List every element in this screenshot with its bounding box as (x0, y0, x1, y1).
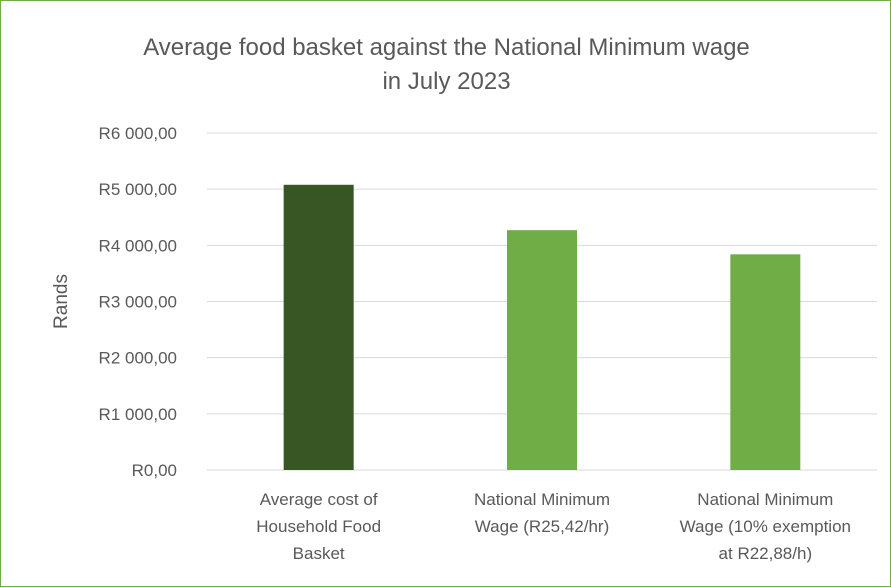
x-category-label-line: Wage (R25,42/hr) (474, 517, 610, 536)
y-tick-label: R2 000,00 (99, 349, 177, 368)
bar (507, 230, 577, 470)
x-category-label-line: Basket (292, 544, 345, 563)
y-axis-label: Rands (51, 274, 72, 329)
bar (730, 254, 801, 470)
x-category-label: National Minimum Wage (10% exemption at R2… (675, 486, 855, 567)
y-tick-label: R3 000,00 (99, 293, 177, 312)
y-tick-label: R4 000,00 (99, 236, 177, 255)
x-category-label-line: National Minimum (473, 490, 611, 509)
x-category-label-line: Average cost of (259, 490, 378, 509)
x-category-label: National Minimum Wage (R25,42/hr) (452, 486, 632, 540)
y-tick-label: R1 000,00 (99, 405, 177, 424)
x-category-label: Average cost of Household Food Basket (229, 486, 409, 567)
chart-title: Average food basket against the National… (1, 31, 891, 99)
y-tick-label: R5 000,00 (99, 180, 177, 199)
x-category-label-line: Household Food (256, 517, 382, 536)
chart-title-line-1: Average food basket against the National… (143, 34, 750, 61)
x-category-label-line: at R22,88/h) (718, 544, 813, 563)
chart-title-line-2: in July 2023 (382, 68, 511, 95)
x-category-label-line: National Minimum (697, 490, 834, 509)
y-tick-label: R0,00 (132, 461, 177, 480)
x-category-label-line: Wage (10% exemption (679, 517, 851, 536)
bar (283, 184, 354, 471)
y-tick-label: R6 000,00 (99, 124, 177, 143)
